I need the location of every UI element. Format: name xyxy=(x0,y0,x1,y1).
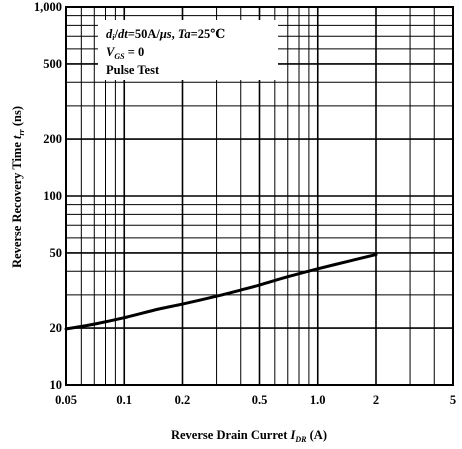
y-tick-label: 10 xyxy=(50,378,63,392)
y-tick-label: 1,000 xyxy=(34,0,62,14)
x-tick-label: 0.5 xyxy=(252,393,268,407)
y-tick-label: 500 xyxy=(43,57,62,71)
annotation-line-1: di/dt=50A/μs, Ta=25℃ xyxy=(106,27,225,42)
y-tick-label: 100 xyxy=(43,189,62,203)
x-tick-label: 2 xyxy=(373,393,379,407)
annotation-box: di/dt=50A/μs, Ta=25℃ VGS = 0 Pulse Test xyxy=(98,20,278,80)
y-axis-label: Reverse Recovery Time trr (ns) xyxy=(10,106,26,268)
series-group xyxy=(64,253,378,331)
x-tick-label: 0.2 xyxy=(175,393,191,407)
tick-labels: 0.05 0.1 0.2 0.5 1.0 2 5 10 20 50 100 200 500 1,000 xyxy=(34,0,456,407)
y-tick-label: 50 xyxy=(50,246,63,260)
trr-curve xyxy=(64,253,378,331)
x-tick-label: 0.05 xyxy=(55,393,77,407)
x-tick-label: 1.0 xyxy=(310,393,326,407)
x-tick-label: 5 xyxy=(450,393,456,407)
x-axis-label: Reverse Drain Curret IDR (A) xyxy=(171,428,327,444)
annotation-line-2: VGS = 0 xyxy=(106,45,144,61)
y-tick-label: 200 xyxy=(43,132,62,146)
annotation-background xyxy=(98,20,278,80)
plot-frame xyxy=(65,6,454,386)
annotation-line-3: Pulse Test xyxy=(106,63,160,77)
x-tick-label: 0.1 xyxy=(116,393,132,407)
y-tick-label: 20 xyxy=(50,321,63,335)
